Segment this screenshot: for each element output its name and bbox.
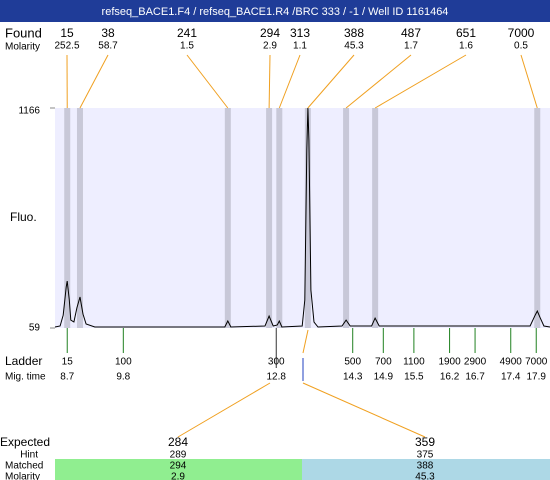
mig-time-label: Mig. time [5,372,46,383]
matched-label: Matched [5,461,43,472]
found-value: 38 [101,26,115,40]
found-value: 241 [177,26,197,40]
ladder-time: 14.3 [343,372,363,383]
molarity-value: 1.1 [293,41,307,52]
ladder-time: 15.5 [404,372,424,383]
plot-area [55,108,550,328]
expected-link [302,382,426,438]
ladder-size: 2900 [464,357,487,368]
title-bar [0,0,550,22]
peak-band [266,108,273,328]
matched-value: 294 [170,461,187,472]
found-link [345,54,412,109]
molarity-value: 45.3 [344,41,364,52]
found-value: 388 [344,26,364,40]
ladder-size: 7000 [525,357,548,368]
title: refseq_BACE1.F4 / refseq_BACE1.R4 /BRC 3… [102,6,449,18]
found-value: 487 [401,26,421,40]
molarity-value: 252.5 [54,41,79,52]
ladder-size: 15 [62,357,74,368]
molarity-label: Molarity [5,42,40,53]
found-value: 7000 [508,26,535,40]
found-value: 651 [456,26,476,40]
found-label: Found [5,25,42,40]
molarity-value: 2.9 [263,41,277,52]
peak-band [276,108,283,328]
found-value: 294 [260,26,280,40]
molarity-value: 58.7 [98,41,118,52]
molarity-value: 1.6 [459,41,473,52]
ladder-size: 700 [375,357,392,368]
ladder-size: 4900 [500,357,523,368]
matched-bg [302,459,550,480]
ladder-label: Ladder [5,354,42,368]
molarity-value: 45.3 [415,472,435,480]
molarity-value: 1.7 [404,41,418,52]
found-link [278,54,301,109]
trace [54,107,550,328]
found-value: 15 [60,26,74,40]
y-label: Fluo. [10,210,37,224]
ladder-time: 9.8 [116,372,130,383]
found-value: 313 [290,26,310,40]
molarity-value: 0.5 [514,41,528,52]
peak-band [76,108,83,328]
peak-band [343,108,350,328]
ladder-time: 12.8 [267,372,287,383]
y-tick-label: 59 [29,323,41,334]
found-link [268,54,271,109]
molarity-value: 2.9 [171,472,185,480]
found-link [374,54,467,109]
molarity-value: 1.5 [180,41,194,52]
matched-value: 388 [417,461,434,472]
found-link [520,54,538,109]
peak-band [372,108,379,328]
found-link [307,54,355,109]
peak-band [534,108,541,328]
found-link [186,54,229,109]
ladder-time: 17.9 [527,372,547,383]
ladder-size: 100 [115,357,132,368]
ladder-time: 17.4 [501,372,521,383]
ladder-time: 16.7 [465,372,485,383]
ladder-time: 8.7 [60,372,74,383]
hint-value: 289 [170,450,187,461]
molarity-label: Molarity [5,472,40,480]
expected-label: Expected [0,435,50,449]
peak-band [64,108,71,328]
ladder-size: 1900 [438,357,461,368]
ladder-time: 14.9 [374,372,394,383]
ladder-size: 1100 [403,357,425,368]
found-link [79,54,109,109]
matched-bg [55,459,302,480]
expected-value: 284 [168,435,188,449]
hint-value: 375 [417,450,434,461]
expected-value: 359 [415,435,435,449]
ladder-time: 16.2 [440,372,460,383]
peak-link [302,329,309,354]
peak-band [304,108,311,328]
ladder-size: 300 [268,357,285,368]
y-tick-label: 1166 [18,106,40,117]
hint-label: Hint [20,450,38,461]
ladder-size: 500 [344,357,361,368]
peak-band [224,108,231,328]
expected-link [177,382,271,438]
